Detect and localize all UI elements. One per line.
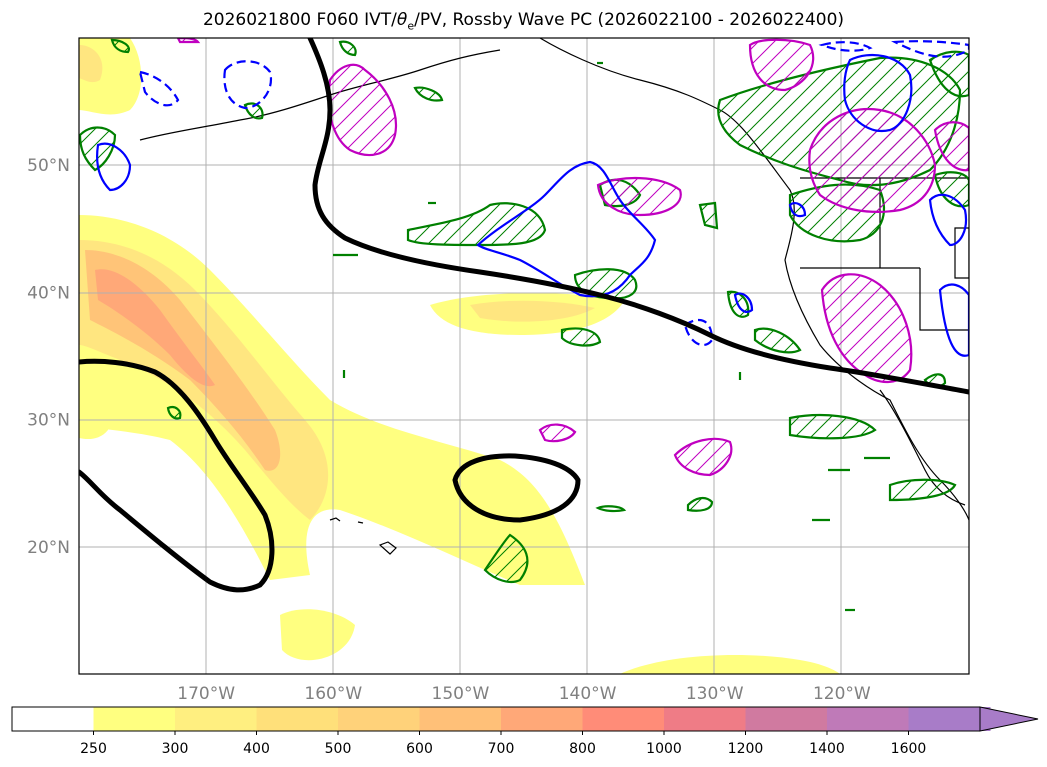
negative-dashed-contour: [818, 41, 873, 52]
negative-contour: [733, 292, 754, 313]
colorbar-segment: [745, 707, 828, 731]
magenta-contour: [933, 121, 969, 172]
colorbar-outline: [11, 706, 980, 732]
colorbar-extend-arrow: [979, 706, 1039, 732]
negative-dashed-contours: [138, 40, 969, 347]
ivt-region-topleft-inner: [79, 45, 103, 83]
pv-contour-jet: [307, 38, 969, 395]
small-positive-contours: [333, 61, 890, 612]
map-content: [79, 38, 969, 674]
magenta-contour: [820, 273, 913, 383]
colorbar-segment: [419, 707, 502, 731]
title-prefix: 2026021800 F060 IVT/: [202, 10, 397, 30]
pc-contour: [243, 102, 264, 120]
longitude-tick-labels: 170°W 160°W 150°W 140°W 130°W 120°W: [177, 684, 871, 704]
lat-tick-label: 30°N: [27, 411, 70, 431]
ivt-region-inner-3: [95, 269, 215, 387]
pc-contour: [928, 50, 969, 98]
colorbar-tick-label: 1000: [646, 741, 682, 757]
lon-tick-label: 120°W: [813, 684, 871, 704]
lon-tick-label: 150°W: [432, 684, 490, 704]
magenta-contour: [808, 107, 937, 213]
magenta-contour: [596, 177, 682, 217]
negative-contour: [788, 201, 807, 218]
colorbar-tick-label: 300: [162, 741, 189, 757]
negative-contour: [938, 283, 969, 357]
colorbar-segment: [908, 707, 991, 731]
colorbar-tick-label: 1400: [809, 741, 845, 757]
negative-contour: [476, 160, 657, 298]
pc-contour: [888, 478, 957, 502]
colorbar-tick-label: 1600: [891, 741, 927, 757]
negative-dashed-contour: [891, 40, 969, 58]
pc-contour: [483, 533, 529, 584]
lon-tick-label: 170°W: [177, 684, 235, 704]
pc-contour: [110, 38, 130, 54]
colorbar: 250 300 400 500 600 700 800 1000 1200 1400 1600: [11, 706, 1039, 757]
colorbar-tick-label: 800: [569, 741, 596, 757]
latitude-tick-labels: 20°N 30°N 40°N 50°N: [27, 156, 70, 558]
negative-contour: [928, 193, 968, 247]
colorbar-segment: [664, 707, 746, 731]
pv-contour-cutoff-low: [79, 358, 275, 593]
pc-contour: [338, 40, 357, 57]
lon-tick-label: 160°W: [304, 684, 362, 704]
pc-contour: [413, 86, 444, 102]
negative-contour: [843, 53, 913, 133]
pc-contour: [686, 496, 714, 512]
colorbar-segment: [256, 707, 339, 731]
pc-contour: [560, 327, 602, 347]
lat-tick-label: 40°N: [27, 283, 70, 303]
pc-contour: [933, 171, 969, 208]
colorbar-segment: [582, 707, 665, 731]
magenta-contour: [748, 38, 815, 92]
baja-coast: [879, 389, 966, 506]
lat-tick-label: 50°N: [27, 156, 70, 176]
colorbar-segment: [93, 707, 176, 731]
north-america-coast: [539, 38, 969, 521]
hawaii: [329, 517, 397, 555]
negative-dashed-contour: [223, 60, 273, 110]
colorbar-tick-label: 1200: [728, 741, 764, 757]
pv-contours: [79, 38, 969, 593]
map-frame: [78, 37, 970, 675]
pc-contour: [753, 327, 802, 354]
colorbar-segment: [338, 707, 420, 731]
colorbar-tick-label: 500: [325, 741, 352, 757]
pc-contour: [595, 505, 627, 513]
lon-tick-label: 140°W: [559, 684, 617, 704]
ivt-region-mid-inner: [470, 300, 595, 322]
chart-title: 2026021800 F060 IVT/θe/PV, Rossby Wave P…: [0, 10, 1047, 32]
colorbar-segment: [12, 707, 94, 731]
colorbar-tick-label: 700: [488, 741, 515, 757]
negative-pc-contours: [96, 53, 969, 357]
lon-tick-label: 130°W: [686, 684, 744, 704]
title-theta: θ: [396, 10, 408, 30]
magenta-contour: [327, 63, 398, 157]
negative-contour: [96, 142, 132, 192]
colorbar-tick-label: 400: [243, 741, 270, 757]
lat-tick-label: 20°N: [27, 538, 70, 558]
colorbar-segment: [827, 707, 909, 731]
pc-contour: [406, 202, 547, 247]
colorbar-segment: [175, 707, 257, 731]
colorbar-segment: [501, 707, 583, 731]
ivt-region-bottom: [620, 654, 840, 674]
colorbar-tick-label: 600: [406, 741, 433, 757]
pc-contour: [698, 201, 719, 230]
pc-contour: [166, 406, 182, 420]
colorbar-tick-label: 250: [80, 741, 107, 757]
magenta-contours: [176, 38, 969, 477]
ivt-region-south: [280, 609, 355, 661]
negative-dashed-contour: [138, 70, 180, 107]
magenta-contour: [538, 423, 577, 443]
title-suffix: /PV, Rossby Wave PC (2026022100 - 202602…: [414, 10, 845, 30]
magenta-contour: [673, 437, 733, 477]
title-theta-sub: e: [407, 19, 415, 33]
pv-contour-closed: [452, 453, 581, 523]
pc-contour: [788, 414, 877, 440]
